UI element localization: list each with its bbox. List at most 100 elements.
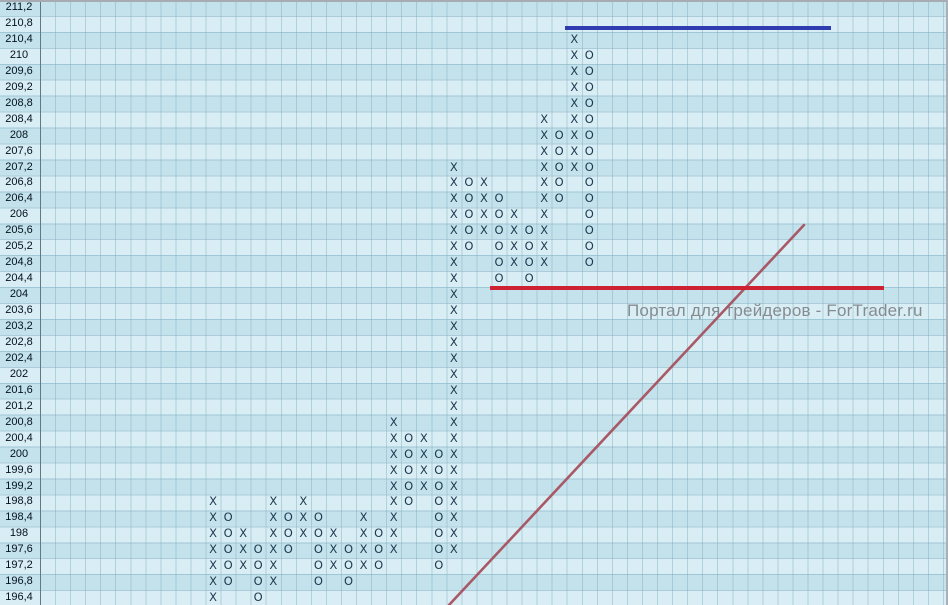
pf-mark-o: O — [313, 542, 323, 557]
pf-mark-o: O — [494, 239, 504, 254]
y-axis-label: 199,2 — [5, 479, 33, 492]
pf-mark-x: X — [389, 414, 398, 429]
pf-mark-o: O — [223, 510, 233, 525]
pf-mark-x: X — [389, 430, 398, 445]
pf-mark-o: O — [404, 478, 414, 493]
y-axis-label: 203,6 — [5, 304, 33, 317]
pf-mark-x: X — [540, 239, 549, 254]
pf-mark-x: X — [449, 207, 458, 222]
y-axis-label: 201,6 — [5, 383, 33, 396]
pf-mark-x: X — [359, 526, 368, 541]
pf-mark-x: X — [359, 510, 368, 525]
y-axis-label: 203,2 — [5, 320, 33, 332]
pf-mark-x: X — [540, 207, 549, 222]
pf-mark-x: X — [299, 510, 308, 525]
pf-mark-x: X — [449, 303, 458, 318]
pf-mark-x: X — [540, 159, 549, 174]
pf-mark-o: O — [584, 127, 594, 142]
pf-mark-o: O — [464, 207, 474, 222]
pf-mark-o: O — [494, 271, 504, 286]
pf-mark-o: O — [554, 127, 564, 142]
pf-mark-o: O — [584, 79, 594, 94]
pf-mark-o: O — [584, 223, 594, 238]
y-axis-label: 202 — [9, 367, 29, 380]
pf-mark-x: X — [449, 414, 458, 429]
pf-mark-x: X — [449, 526, 458, 541]
pf-mark-x: X — [540, 175, 549, 190]
pf-mark-x: X — [510, 255, 519, 270]
pf-mark-x: X — [419, 430, 428, 445]
pf-mark-x: X — [449, 255, 458, 270]
pf-mark-o: O — [554, 159, 564, 174]
pf-mark-o: O — [313, 510, 323, 525]
pf-mark-o: O — [494, 207, 504, 222]
pf-mark-o: O — [584, 255, 594, 270]
pf-mark-o: O — [494, 255, 504, 270]
pf-mark-o: O — [223, 542, 233, 557]
pf-mark-o: O — [434, 478, 444, 493]
pf-mark-o: O — [253, 590, 263, 605]
pf-mark-o: O — [524, 223, 534, 238]
top-frame-border — [0, 0, 948, 2]
pf-mark-o: O — [584, 175, 594, 190]
y-axis-label: 201,2 — [5, 399, 33, 412]
y-axis-label: 200,8 — [5, 415, 33, 428]
pf-mark-o: O — [584, 239, 594, 254]
y-axis-label: 200,4 — [5, 431, 33, 444]
pf-mark-x: X — [389, 478, 398, 493]
pf-mark-x: X — [329, 542, 338, 557]
pf-mark-x: X — [510, 207, 519, 222]
pf-mark-x: X — [359, 558, 368, 573]
pf-mark-x: X — [480, 207, 488, 222]
pf-mark-x: X — [570, 63, 579, 78]
y-axis-label: 211,2 — [5, 1, 33, 13]
y-axis-label: 196,8 — [5, 575, 33, 588]
pf-mark-o: O — [223, 526, 233, 541]
pf-mark-x: X — [570, 95, 579, 110]
pf-mark-x: X — [449, 350, 458, 365]
pf-mark-x: X — [449, 319, 458, 333]
pf-mark-x: X — [299, 494, 308, 509]
pf-mark-x: X — [359, 542, 368, 557]
pf-mark-o: O — [223, 574, 233, 589]
right-frame-border — [946, 0, 948, 605]
pf-mark-x: X — [239, 558, 248, 573]
pf-mark-x: X — [269, 510, 278, 525]
pf-mark-x: X — [449, 239, 458, 254]
pf-mark-x: X — [419, 478, 428, 493]
pf-mark-x: X — [449, 430, 458, 445]
pf-mark-o: O — [554, 143, 564, 158]
pf-mark-o: O — [404, 462, 414, 477]
y-axis-label: 210,8 — [5, 16, 33, 29]
y-axis-label: 199,6 — [5, 463, 33, 476]
pf-mark-o: O — [464, 239, 474, 254]
pf-mark-o: O — [253, 542, 263, 557]
pf-mark-o: O — [584, 111, 594, 126]
pf-mark-o: O — [313, 526, 323, 541]
pf-mark-o: O — [404, 494, 414, 509]
pf-mark-o: O — [283, 510, 293, 525]
pf-mark-o: O — [283, 542, 293, 557]
y-axis-label: 198 — [9, 527, 29, 540]
pf-mark-o: O — [434, 526, 444, 541]
pf-mark-x: X — [209, 558, 218, 573]
pf-mark-o: O — [434, 558, 444, 573]
pf-mark-x: X — [570, 31, 579, 46]
pf-mark-o: O — [434, 494, 444, 509]
pf-mark-o: O — [253, 574, 263, 589]
pf-mark-o: O — [283, 526, 293, 541]
pf-mark-x: X — [570, 143, 579, 158]
y-axis-label: 198,8 — [5, 495, 33, 508]
pf-mark-x: X — [209, 526, 218, 541]
pf-mark-x: X — [329, 558, 338, 573]
pf-mark-o: O — [554, 191, 564, 206]
y-axis-label: 206 — [9, 208, 29, 221]
pf-mark-x: X — [449, 510, 458, 525]
pf-mark-x: X — [209, 542, 218, 557]
pf-mark-x: X — [480, 175, 488, 190]
pf-mark-x: X — [389, 510, 398, 525]
pf-mark-o: O — [434, 510, 444, 525]
y-axis-label: 208,4 — [5, 112, 33, 125]
pf-mark-x: X — [570, 111, 579, 126]
